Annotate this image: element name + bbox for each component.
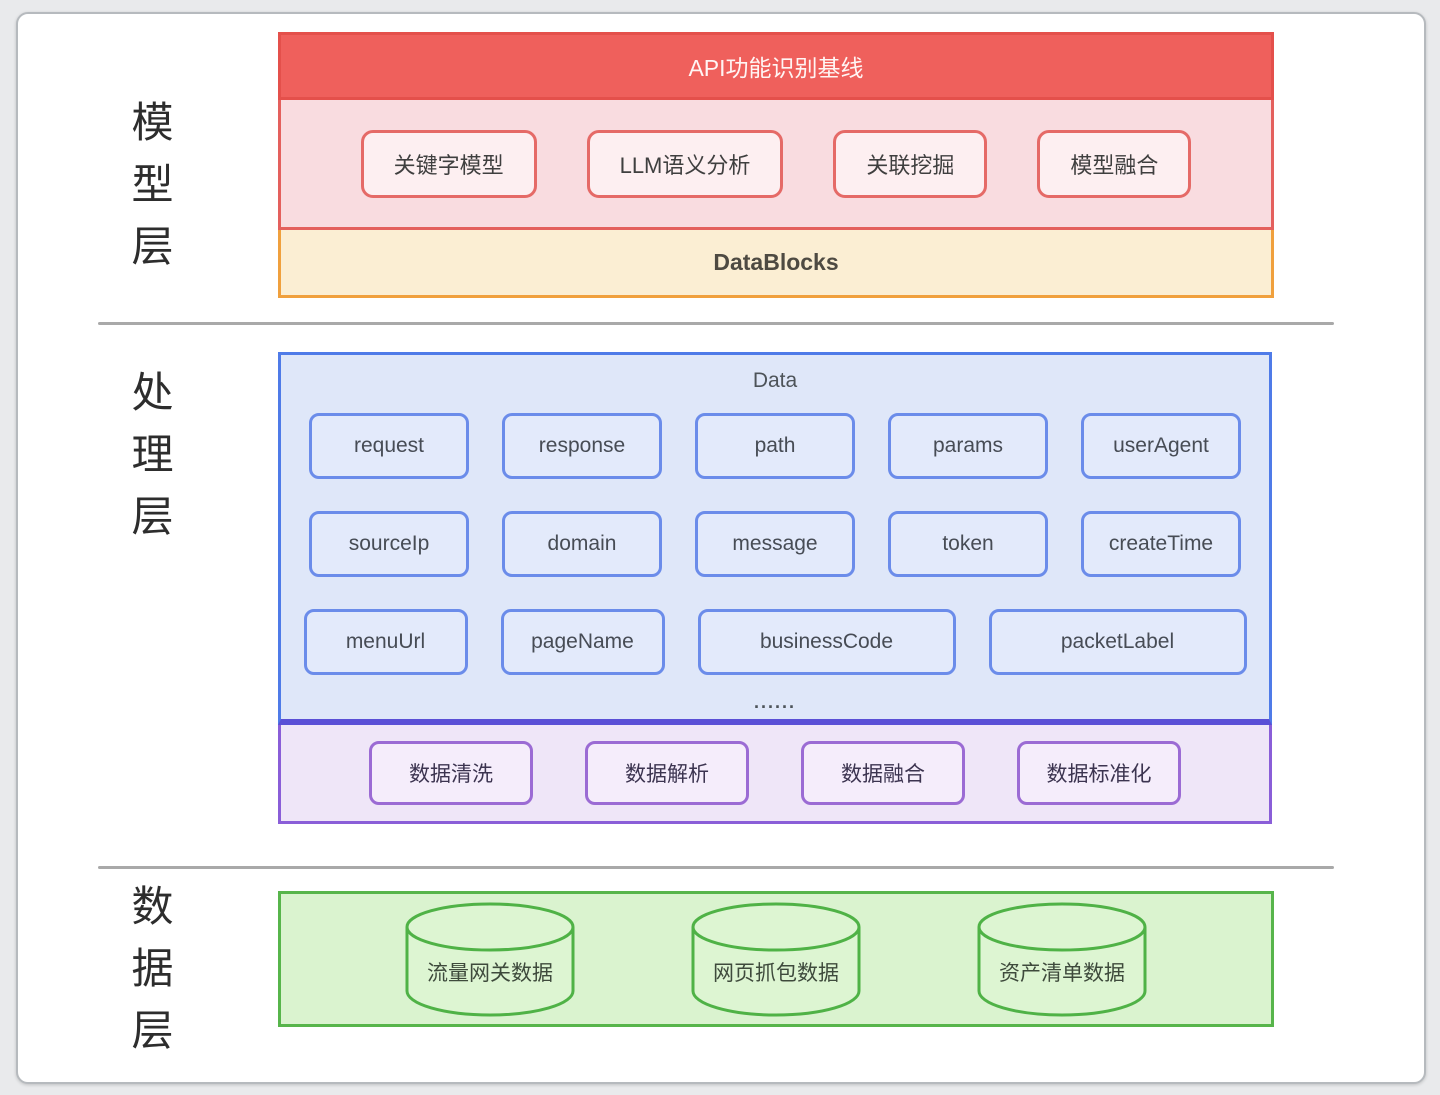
field-pagename: pageName	[500, 609, 665, 675]
model-layer-stack: API功能识别基线 关键字模型 LLM语义分析 关联挖掘 模型融合 DataBl…	[278, 32, 1274, 298]
database-cylinder-capture: 网页抓包数据	[688, 899, 864, 1021]
field-createtime: createTime	[1081, 511, 1241, 577]
more-fields-ellipsis: ......	[753, 692, 796, 712]
api-baseline-header: API功能识别基线	[278, 32, 1274, 100]
field-params: params	[888, 413, 1048, 479]
divider-model-processing	[98, 322, 1334, 325]
data-layer-label: 数据层	[126, 884, 173, 1070]
datablocks-band: DataBlocks	[278, 230, 1274, 298]
processing-layer-label: 处理层	[126, 370, 173, 556]
database-icon	[405, 902, 575, 1017]
field-request: request	[309, 413, 469, 479]
processing-steps-band: 数据清洗 数据解析 数据融合 数据标准化	[278, 725, 1272, 824]
data-container: Data request response path params userAg…	[278, 352, 1272, 725]
step-data-fusion: 数据融合	[801, 741, 965, 805]
field-useragent: userAgent	[1081, 413, 1241, 479]
database-icon	[691, 902, 861, 1017]
database-label-assets: 资产清单数据	[999, 962, 1125, 985]
divider-processing-data	[98, 866, 1334, 869]
field-packetlabel: packetLabel	[988, 609, 1247, 675]
model-layer-label: 模型层	[126, 100, 173, 286]
model-box-association: 关联挖掘	[833, 129, 988, 198]
database-label-capture: 网页抓包数据	[713, 962, 839, 985]
field-message: message	[695, 511, 855, 577]
field-response: response	[502, 413, 662, 479]
data-layer-box: 流量网关数据 网页抓包数据 资产清单数据	[278, 891, 1274, 1027]
model-box-fusion: 模型融合	[1037, 129, 1192, 198]
field-row: sourceIp domain message token createTime	[281, 511, 1269, 577]
field-domain: domain	[502, 511, 662, 577]
step-data-parsing: 数据解析	[585, 741, 749, 805]
field-businesscode: businessCode	[697, 609, 956, 675]
database-label-gateway: 流量网关数据	[427, 962, 553, 985]
diagram-canvas: 模型层 处理层 数据层 API功能识别基线 关键字模型 LLM语义分析 关联挖掘…	[16, 12, 1426, 1084]
database-cylinder-assets: 资产清单数据	[974, 899, 1150, 1021]
data-container-title: Data	[752, 369, 798, 392]
field-sourceip: sourceIp	[309, 511, 469, 577]
processing-layer-stack: Data request response path params userAg…	[278, 352, 1272, 824]
step-data-standardization: 数据标准化	[1017, 741, 1181, 805]
model-group: 关键字模型 LLM语义分析 关联挖掘 模型融合	[278, 100, 1274, 230]
database-cylinder-gateway: 流量网关数据	[402, 899, 578, 1021]
field-row: request response path params userAgent	[281, 413, 1269, 479]
field-menuurl: menuUrl	[303, 609, 468, 675]
field-row: menuUrl pageName businessCode packetLabe…	[281, 609, 1269, 675]
model-box-llm: LLM语义分析	[586, 129, 784, 198]
step-data-cleaning: 数据清洗	[369, 741, 533, 805]
model-box-keyword: 关键字模型	[360, 129, 537, 198]
field-path: path	[695, 413, 855, 479]
database-icon	[977, 902, 1147, 1017]
field-token: token	[888, 511, 1048, 577]
